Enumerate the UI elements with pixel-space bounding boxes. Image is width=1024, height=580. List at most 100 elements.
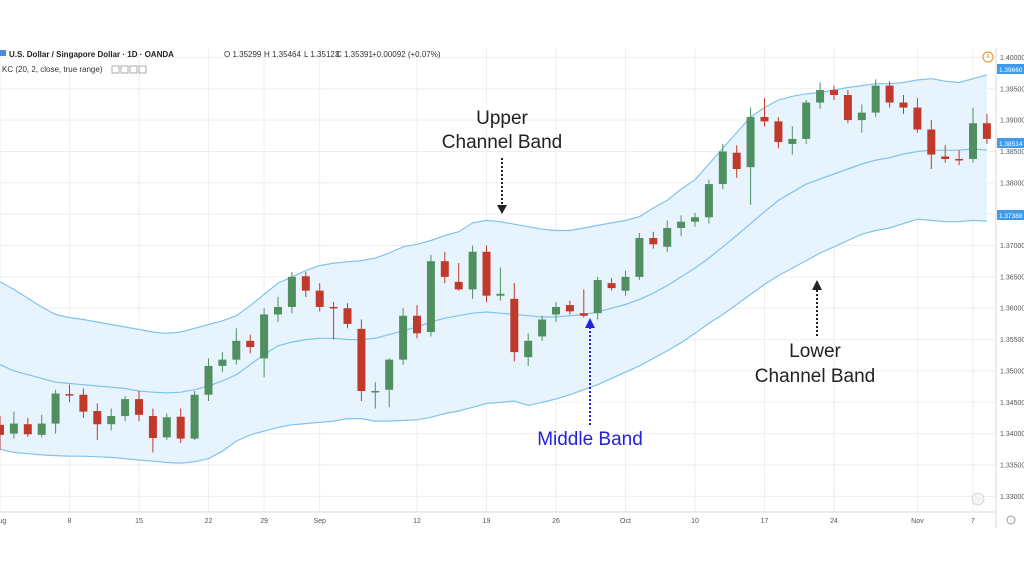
- candle: [718, 143, 727, 190]
- candle-body: [121, 399, 130, 417]
- y-tick-label: 1.39500: [1000, 86, 1024, 93]
- y-tick-label: 1.33500: [1000, 462, 1024, 469]
- candle-body: [329, 306, 338, 309]
- candle-body: [635, 237, 644, 277]
- more-icon[interactable]: [138, 65, 147, 74]
- candle: [426, 254, 435, 337]
- upper-annotation-arrowhead: [497, 205, 507, 214]
- candle: [788, 126, 797, 155]
- candle: [121, 396, 130, 422]
- x-tick-label: 26: [552, 518, 560, 525]
- candle: [232, 328, 241, 365]
- x-tick-label: 10: [691, 518, 699, 525]
- candle-body: [79, 394, 88, 412]
- candle: [691, 212, 699, 227]
- candle: [343, 303, 352, 329]
- candle: [190, 390, 199, 440]
- candle: [162, 413, 171, 440]
- candle-body: [468, 251, 477, 290]
- candle: [857, 104, 866, 133]
- time-axis[interactable]: Aug 8 15 22 29 Sep 12 19 26 Oct 10 17 24 Nov 7: [0, 518, 975, 525]
- x-tick-label: 8: [68, 518, 72, 525]
- candle: [65, 384, 74, 403]
- candle-body: [218, 359, 227, 366]
- candle-body: [871, 85, 880, 113]
- candle-body: [677, 221, 686, 228]
- candle: [941, 145, 950, 163]
- candle-body: [579, 313, 588, 316]
- middle-band-annotation: Middle Band: [537, 429, 643, 450]
- middle-band-line: [0, 148, 987, 394]
- price-change: +0.00092 (+0.07%): [372, 50, 441, 59]
- close-icon[interactable]: [129, 65, 138, 74]
- candle: [260, 308, 269, 378]
- candle: [871, 79, 880, 117]
- x-tick-label: Sep: [313, 518, 326, 525]
- candle: [816, 82, 825, 109]
- candle: [287, 271, 296, 314]
- candle-body: [301, 276, 310, 291]
- lower-band-line: [0, 218, 987, 464]
- upper-band-annotation-line1: Upper: [476, 108, 528, 129]
- candle-body: [162, 417, 171, 438]
- candle: [746, 107, 755, 205]
- candle-body: [51, 393, 60, 424]
- candle: [802, 100, 811, 144]
- y-tick-label: 1.35000: [1000, 368, 1024, 375]
- alert-icon[interactable]: [982, 51, 994, 63]
- candle: [413, 305, 421, 339]
- candle-body: [524, 340, 533, 358]
- candle: [107, 408, 116, 431]
- candle: [357, 319, 366, 402]
- ohlc-high: H 1.35464: [264, 50, 301, 59]
- candle-body: [274, 306, 282, 315]
- lower-price-tag: 1.37388: [997, 210, 1024, 220]
- candle-body: [93, 411, 102, 425]
- candle: [927, 120, 936, 170]
- y-tick-label: 1.38000: [1000, 180, 1024, 187]
- scale-settings-icon[interactable]: [971, 492, 985, 506]
- candle-body: [260, 314, 269, 359]
- candle-body: [746, 116, 755, 168]
- x-tick-label: 17: [761, 518, 769, 525]
- candle-body: [955, 158, 964, 161]
- candle: [482, 245, 491, 302]
- candle: [37, 414, 46, 438]
- indicator-label[interactable]: KC (20, 2, close, true range): [2, 65, 103, 74]
- settings-icon[interactable]: [120, 65, 129, 74]
- y-tick-label: 1.38500: [1000, 149, 1024, 156]
- candle-body: [343, 308, 352, 324]
- candle: [246, 334, 255, 354]
- candle: [524, 333, 533, 366]
- x-tick-label: 15: [135, 518, 143, 525]
- candle-body: [691, 217, 699, 222]
- y-tick-label: 1.34000: [1000, 431, 1024, 438]
- candle: [955, 150, 964, 166]
- candle-body: [760, 116, 769, 122]
- candle: [552, 301, 560, 323]
- candle-body: [830, 90, 838, 96]
- candle: [176, 408, 185, 444]
- candle: [885, 81, 894, 108]
- symbol-dot-icon: [0, 50, 6, 56]
- indicator-controls[interactable]: [111, 65, 147, 74]
- symbol-title[interactable]: U.S. Dollar / Singapore Dollar · 1D · OA…: [9, 50, 174, 59]
- candle-body: [454, 281, 463, 290]
- middle-annotation-arrowhead: [585, 318, 595, 328]
- lower-band-annotation-line1: Lower: [789, 341, 841, 362]
- time-settings-icon[interactable]: [1006, 515, 1016, 525]
- candle: [969, 107, 977, 163]
- candle: [93, 403, 102, 440]
- candle-body: [732, 152, 741, 170]
- y-tick-label: 1.36500: [1000, 274, 1024, 281]
- candle: [440, 251, 449, 284]
- candle: [677, 215, 686, 237]
- candle: [538, 315, 547, 341]
- price-axis[interactable]: 1.400001.395001.390001.385001.380001.375…: [1000, 55, 1024, 501]
- lower-band-annotation-line2: Channel Band: [755, 366, 875, 387]
- eye-icon[interactable]: [111, 65, 120, 74]
- candle-body: [426, 261, 435, 333]
- candle: [621, 270, 630, 296]
- candle: [51, 389, 60, 434]
